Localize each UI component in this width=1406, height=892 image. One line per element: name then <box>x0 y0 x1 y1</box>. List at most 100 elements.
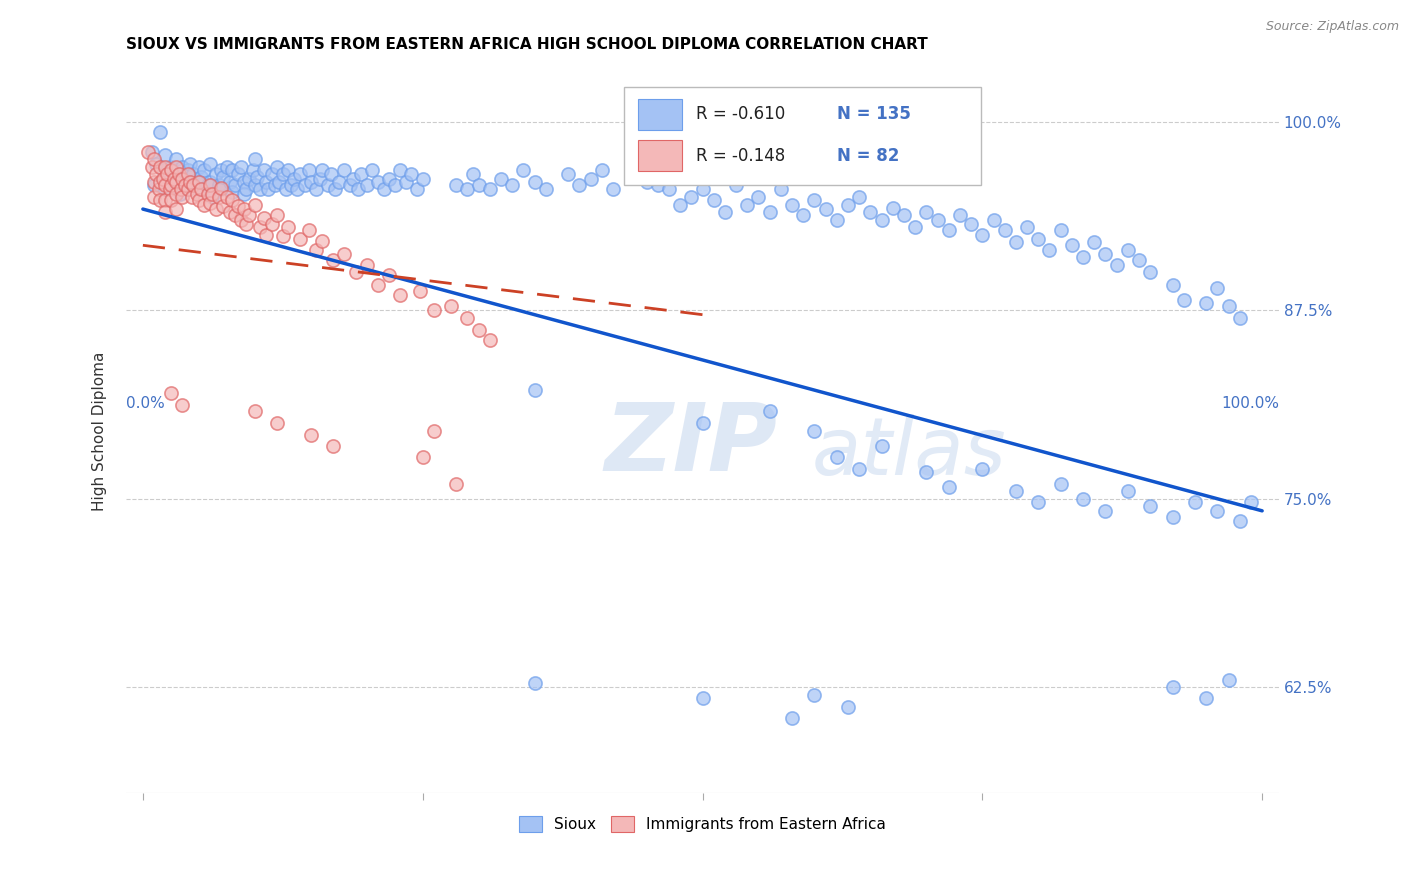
Point <box>169 186 191 201</box>
Point <box>197 178 219 192</box>
Point <box>193 162 215 177</box>
Point <box>814 202 837 216</box>
Point <box>152 162 174 177</box>
Text: R = -0.610: R = -0.610 <box>696 105 785 123</box>
Point <box>1005 484 1028 499</box>
Point <box>167 167 190 181</box>
Point <box>803 688 825 702</box>
Point <box>658 182 681 196</box>
Point <box>333 162 356 177</box>
Point <box>238 208 260 222</box>
Point <box>231 212 253 227</box>
Point <box>143 190 166 204</box>
Point <box>837 700 859 714</box>
Point <box>297 162 319 177</box>
Point <box>145 157 167 171</box>
Point <box>198 178 221 192</box>
Point <box>1161 681 1184 695</box>
Point <box>149 125 172 139</box>
Point <box>1206 504 1229 518</box>
Point <box>412 172 434 186</box>
Point <box>165 175 187 189</box>
Point <box>221 162 243 177</box>
Point <box>803 424 825 438</box>
Point <box>156 170 179 185</box>
Point <box>308 172 330 186</box>
Point <box>288 167 311 181</box>
Point <box>231 160 253 174</box>
Point <box>149 175 172 189</box>
Text: R = -0.148: R = -0.148 <box>696 146 785 165</box>
Point <box>1017 220 1039 235</box>
Point <box>378 268 401 283</box>
Point <box>299 175 322 189</box>
Point <box>201 190 224 204</box>
Point <box>1083 235 1105 250</box>
Point <box>170 172 193 186</box>
Text: ZIP: ZIP <box>605 400 778 491</box>
Point <box>938 223 960 237</box>
Point <box>215 160 238 174</box>
Point <box>367 175 389 189</box>
Point <box>1116 484 1139 499</box>
Point <box>512 162 534 177</box>
Point <box>647 178 669 192</box>
Point <box>870 212 893 227</box>
Point <box>277 220 299 235</box>
Point <box>412 450 434 464</box>
Point <box>174 172 197 186</box>
Point <box>299 428 322 442</box>
Point <box>257 182 280 196</box>
Point <box>226 167 249 181</box>
Point <box>333 247 356 261</box>
Point <box>725 178 748 192</box>
Point <box>960 217 983 231</box>
Point <box>160 193 183 207</box>
Point <box>224 178 246 192</box>
Point <box>456 310 478 325</box>
Point <box>165 160 187 174</box>
Point <box>882 201 904 215</box>
Point <box>311 162 333 177</box>
Point <box>446 476 468 491</box>
Point <box>201 186 224 201</box>
Point <box>322 253 344 268</box>
Point <box>249 220 271 235</box>
Point <box>423 424 446 438</box>
Point <box>636 175 658 189</box>
Point <box>283 172 305 186</box>
Point <box>489 172 512 186</box>
Point <box>170 160 193 174</box>
Point <box>294 178 316 192</box>
Point <box>155 205 177 219</box>
Point <box>319 167 342 181</box>
Point <box>246 170 269 185</box>
Point <box>190 182 212 196</box>
Point <box>1195 690 1218 705</box>
Point <box>266 417 288 431</box>
Point <box>367 277 389 292</box>
Point <box>735 197 758 211</box>
Point <box>264 178 287 192</box>
Point <box>568 178 591 192</box>
FancyBboxPatch shape <box>638 140 682 171</box>
Point <box>163 172 186 186</box>
Point <box>253 162 276 177</box>
Point <box>181 190 204 204</box>
Point <box>915 465 938 479</box>
Point <box>780 710 803 724</box>
Point <box>311 234 333 248</box>
Point <box>747 190 769 204</box>
Point <box>170 182 193 196</box>
Point <box>243 404 266 418</box>
Point <box>138 145 160 159</box>
Point <box>602 182 624 196</box>
Point <box>224 208 246 222</box>
Point <box>176 167 198 181</box>
Point <box>467 178 489 192</box>
Point <box>681 190 703 204</box>
Point <box>165 186 187 201</box>
Point <box>165 202 187 216</box>
Point <box>253 211 276 226</box>
Point <box>249 182 271 196</box>
